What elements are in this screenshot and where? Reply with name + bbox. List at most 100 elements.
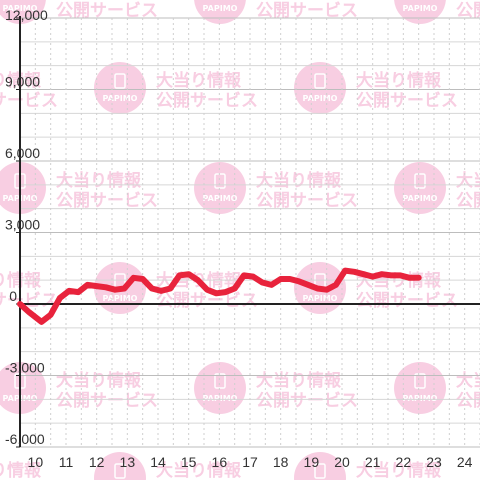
data-point: [361, 272, 365, 276]
watermark-line1: 大当り情報: [456, 170, 480, 191]
y-tick-labels: -6,000 -3,000 0 3,000 6,000 9,000 12,000: [5, 7, 48, 447]
data-point: [297, 279, 301, 283]
data-point: [214, 291, 218, 295]
watermark-line2: 公開サービス: [256, 391, 358, 411]
data-point: [223, 290, 227, 294]
watermark-badge-text: PAPIMO: [403, 194, 438, 203]
phone-icon: [414, 373, 426, 389]
grid-lines: [19, 17, 480, 448]
phone-icon: [114, 463, 126, 479]
data-point: [159, 289, 163, 293]
x-tick-label: 21: [365, 454, 381, 470]
watermark-line1: 大当り情報: [156, 460, 242, 480]
y-tick-label: 9,000: [5, 74, 40, 90]
data-point: [27, 310, 31, 314]
watermark-line2: 公開サービス: [56, 191, 158, 211]
phone-icon: [214, 173, 226, 189]
data-point: [150, 287, 154, 291]
watermark-line2: 公開サービス: [0, 91, 58, 111]
phone-icon: [114, 73, 126, 89]
watermark-line1: 大当り情報: [256, 0, 342, 1]
watermark-line2: 公開サービス: [456, 1, 480, 21]
series-line: [17, 267, 422, 325]
data-point: [104, 285, 108, 289]
watermark-line1: 大当り情報: [256, 170, 342, 191]
y-tick-label: -6,000: [5, 431, 45, 447]
x-tick-label: 19: [304, 454, 320, 470]
data-point: [67, 289, 71, 293]
x-tick-label: 13: [120, 454, 136, 470]
watermark-line1: 大当り情報: [56, 370, 142, 391]
x-tick-label: 23: [426, 454, 442, 470]
x-tick-label: 10: [28, 454, 44, 470]
x-tick-label: 11: [59, 454, 74, 470]
data-point: [306, 283, 310, 287]
watermark-line2: 公開サービス: [56, 1, 158, 21]
y-tick-label: 12,000: [5, 7, 48, 23]
data-point: [122, 287, 126, 291]
data-point: [113, 288, 117, 292]
data-point: [380, 272, 384, 276]
watermark-line2: 公開サービス: [256, 1, 358, 21]
data-point: [398, 273, 402, 277]
phone-icon: [314, 73, 326, 89]
watermark-badge-text: PAPIMO: [403, 4, 438, 13]
watermark-line2: 公開サービス: [0, 291, 58, 311]
watermark-line2: 公開サービス: [156, 91, 258, 111]
data-point: [18, 302, 22, 306]
phone-icon: [314, 463, 326, 479]
data-point: [315, 287, 319, 291]
y-tick-label: -3,000: [5, 360, 45, 376]
watermark-line1: 大当り情報: [256, 370, 342, 391]
watermark-line2: 公開サービス: [156, 291, 258, 311]
data-point: [76, 290, 80, 294]
watermark-badge-text: PAPIMO: [403, 394, 438, 403]
data-point: [251, 275, 255, 279]
x-tick-label: 22: [396, 454, 412, 470]
x-tick-label: 15: [181, 454, 197, 470]
data-point: [407, 276, 411, 280]
data-point: [85, 283, 89, 287]
series-layer: [17, 267, 422, 325]
watermark-line1: 大当り情報: [0, 460, 42, 480]
y-tick-label: 6,000: [5, 145, 40, 161]
data-point: [205, 288, 209, 292]
watermark-line2: 公開サービス: [356, 91, 458, 111]
data-point: [325, 288, 329, 292]
data-point: [279, 277, 283, 281]
axes: [16, 16, 480, 448]
data-point: [141, 277, 145, 281]
data-point: [288, 277, 292, 281]
x-tick-label: 24: [457, 454, 473, 470]
data-point: [49, 313, 53, 317]
phone-icon: [414, 173, 426, 189]
x-tick-label: 17: [242, 454, 258, 470]
x-tick-label: 14: [150, 454, 166, 470]
data-point: [58, 296, 62, 300]
watermark-line1: 大当り情報: [56, 170, 142, 191]
data-point: [352, 270, 356, 274]
x-tick-label: 18: [273, 454, 289, 470]
data-point: [269, 283, 273, 287]
x-tick-label: 20: [334, 454, 350, 470]
x-tick-label: 12: [89, 454, 105, 470]
watermark-line1: 大当り情報: [356, 70, 442, 91]
x-tick-label: 16: [212, 454, 228, 470]
data-point: [389, 273, 393, 277]
watermark-badge-text: PAPIMO: [203, 194, 238, 203]
data-point: [131, 276, 135, 280]
data-point: [196, 278, 200, 282]
watermark-line2: 公開サービス: [356, 291, 458, 311]
data-point: [417, 276, 421, 280]
watermark-line2: 公開サービス: [56, 391, 158, 411]
watermark-badge-text: PAPIMO: [203, 4, 238, 13]
